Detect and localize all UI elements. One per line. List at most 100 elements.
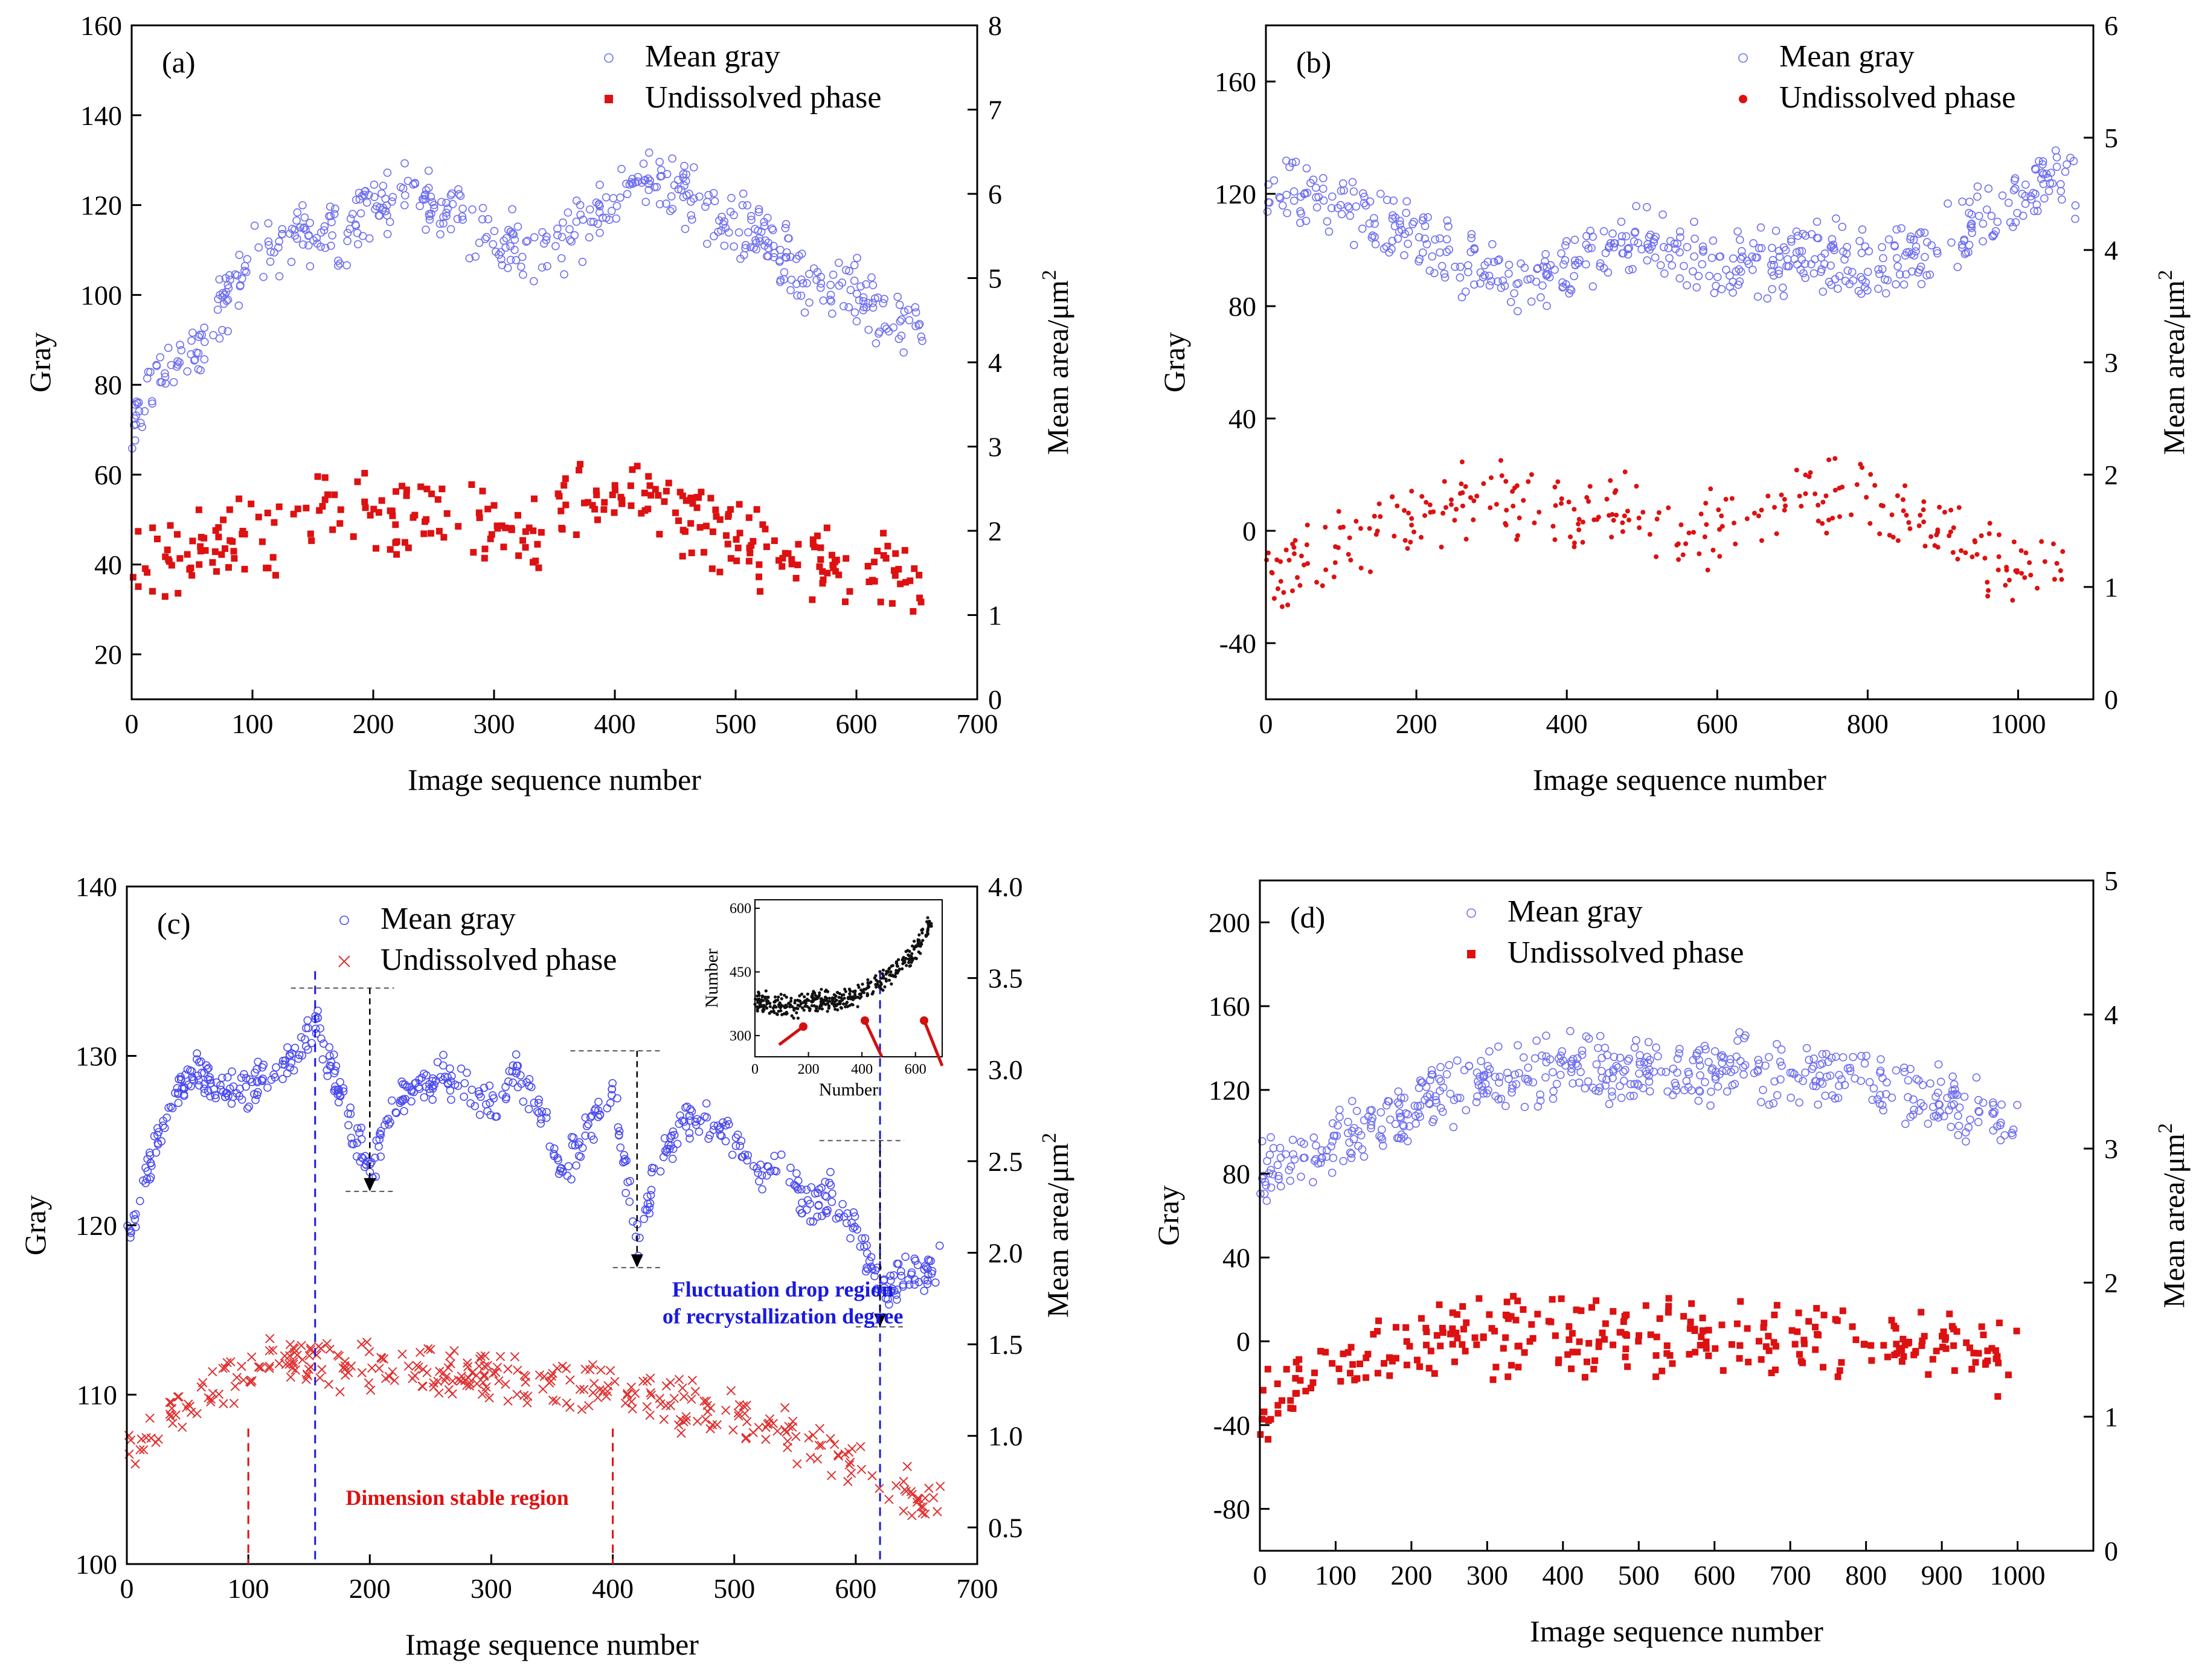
data-point — [208, 1367, 217, 1377]
data-point — [1829, 240, 1838, 249]
data-point — [1418, 1315, 1425, 1322]
data-point — [225, 271, 234, 280]
data-point — [1408, 539, 1413, 545]
data-point — [612, 487, 619, 494]
data-point — [1765, 1100, 1774, 1109]
inset-point — [903, 961, 907, 964]
data-point — [298, 201, 307, 210]
data-point — [1529, 1078, 1538, 1087]
data-point — [716, 1131, 725, 1140]
data-point — [1744, 260, 1753, 268]
legend-marker — [339, 915, 349, 925]
data-point — [1906, 1112, 1915, 1121]
data-point — [1713, 1082, 1723, 1091]
data-point — [1982, 205, 1991, 214]
data-point — [655, 158, 664, 166]
data-point — [724, 540, 731, 548]
data-point — [1946, 1310, 1953, 1318]
data-point — [344, 1368, 353, 1377]
data-point — [1427, 1347, 1434, 1355]
data-point — [353, 1124, 362, 1133]
data-point — [747, 212, 756, 220]
data-point — [613, 1094, 621, 1103]
data-point — [1367, 526, 1372, 531]
data-point — [321, 496, 329, 503]
data-point — [754, 1423, 764, 1432]
data-point — [1808, 470, 1813, 475]
data-point — [1444, 222, 1453, 231]
data-point — [1772, 1366, 1779, 1373]
data-point — [1584, 1077, 1593, 1086]
data-point — [1904, 513, 1909, 518]
data-point — [458, 212, 467, 221]
data-point — [1402, 197, 1411, 206]
data-point — [681, 1103, 690, 1112]
data-point — [234, 301, 243, 310]
data-point — [538, 529, 545, 536]
data-point — [382, 201, 391, 210]
data-point — [398, 1095, 407, 1105]
data-point — [1344, 1118, 1352, 1126]
data-point — [168, 1104, 177, 1112]
data-point — [856, 1441, 865, 1452]
data-point — [1536, 1090, 1544, 1099]
data-point — [223, 281, 233, 289]
data-point — [596, 1111, 605, 1120]
data-point — [1470, 280, 1479, 289]
data-point — [1909, 1110, 1918, 1119]
data-point — [480, 1386, 490, 1396]
inset-point — [888, 966, 891, 970]
data-point — [167, 1403, 177, 1413]
data-point — [231, 555, 238, 562]
data-point — [491, 1367, 501, 1377]
data-point — [1428, 510, 1433, 515]
data-point — [1442, 248, 1451, 257]
data-point — [214, 295, 223, 304]
data-point — [376, 1130, 385, 1140]
data-point — [1406, 1342, 1413, 1350]
data-point — [317, 1034, 326, 1043]
data-point — [423, 1344, 433, 1354]
data-point — [680, 181, 689, 190]
data-point — [164, 547, 171, 554]
data-point — [1914, 1076, 1923, 1085]
data-point — [1426, 1076, 1434, 1085]
data-point — [1602, 1320, 1609, 1327]
data-point — [754, 208, 763, 216]
data-point — [1683, 281, 1691, 290]
data-point — [165, 1412, 176, 1422]
data-point — [689, 500, 696, 507]
data-point — [1757, 1098, 1765, 1106]
data-point — [1918, 513, 1923, 518]
data-point — [416, 202, 424, 210]
data-point — [1730, 1065, 1739, 1074]
data-point — [666, 1401, 676, 1411]
data-point — [211, 1091, 219, 1100]
data-point — [1259, 1387, 1267, 1394]
data-point — [846, 1468, 856, 1478]
data-point — [596, 1365, 606, 1375]
data-point — [351, 220, 360, 229]
data-point — [646, 1199, 655, 1208]
data-point — [1678, 522, 1684, 528]
data-point — [1893, 1341, 1900, 1348]
data-point — [1439, 1108, 1447, 1116]
data-point — [423, 516, 430, 523]
data-point — [646, 482, 653, 489]
data-point — [294, 505, 301, 513]
data-point — [1543, 263, 1551, 272]
data-point — [1768, 255, 1777, 265]
data-point — [502, 524, 509, 531]
data-point — [593, 1393, 603, 1403]
data-point — [1549, 1296, 1556, 1303]
data-point — [488, 531, 495, 538]
data-point — [764, 1419, 774, 1428]
data-point — [1824, 530, 1829, 536]
inset-point — [833, 1007, 837, 1011]
data-point — [756, 1160, 765, 1169]
data-point — [1813, 491, 1818, 496]
data-point — [1585, 1339, 1593, 1347]
data-point — [687, 520, 695, 527]
data-point — [888, 1284, 896, 1293]
data-point — [1324, 227, 1334, 236]
